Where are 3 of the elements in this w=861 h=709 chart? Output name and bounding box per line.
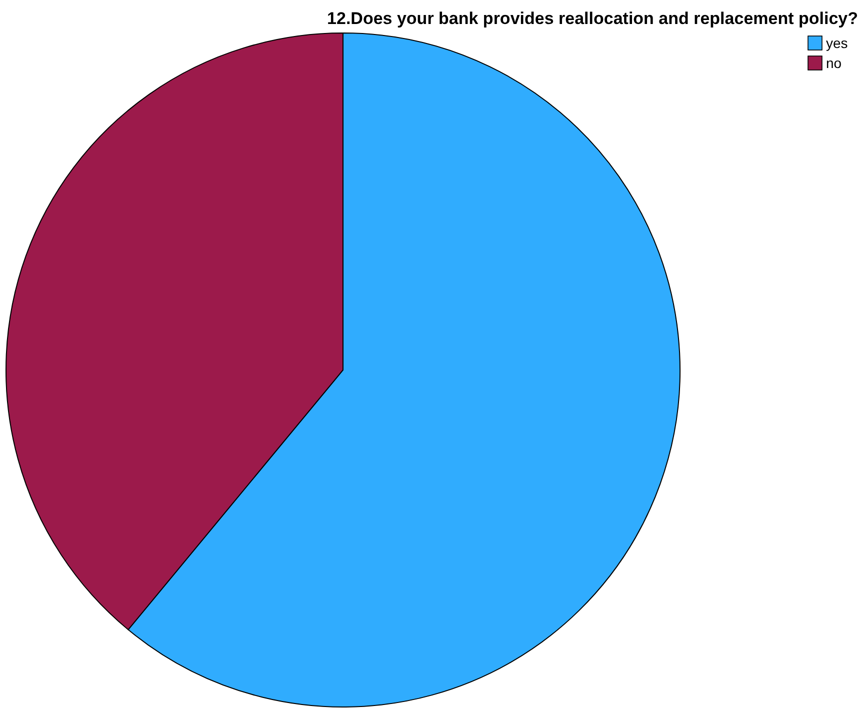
- chart-title: 12.Does your bank provides reallocation and replacement policy?: [327, 9, 858, 28]
- legend-label: no: [826, 55, 842, 71]
- legend-label: yes: [826, 35, 848, 51]
